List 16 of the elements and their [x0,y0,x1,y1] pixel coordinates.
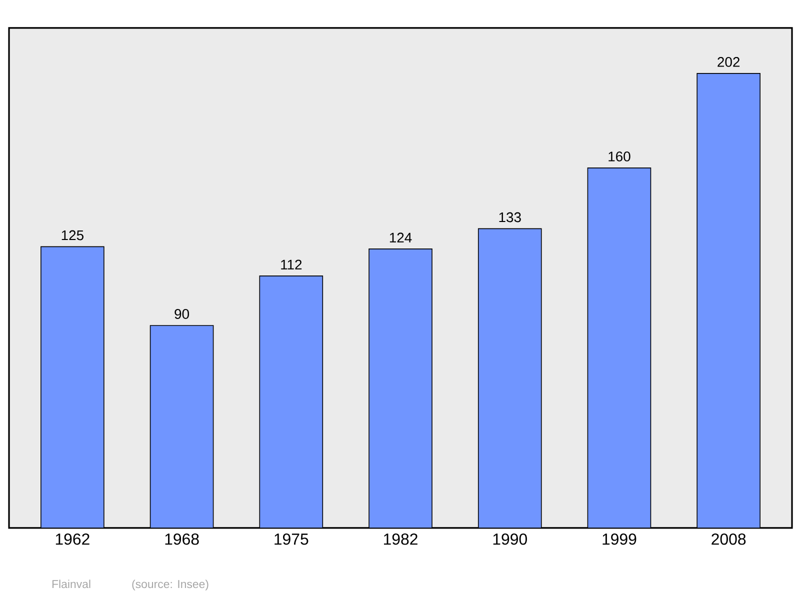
x-tick-label: 1975 [274,534,308,545]
x-tick-label: 1962 [56,534,90,545]
data-label: 160 [608,152,630,162]
data-label: 125 [62,230,84,240]
text: (source: Insee) [132,580,208,590]
x-tick-label: 1982 [384,534,418,545]
x-tick-label: 1990 [493,534,527,545]
data-label: 133 [499,212,521,222]
data-label: 202 [718,57,740,67]
data-label: 124 [390,232,412,242]
x-tick-label: 2008 [712,534,746,545]
text: Flainval [52,580,90,588]
x-tick-label: 1999 [602,534,636,545]
data-label: 90 [174,309,190,319]
x-tick-label: 1968 [165,534,199,545]
data-label: 112 [281,260,302,270]
